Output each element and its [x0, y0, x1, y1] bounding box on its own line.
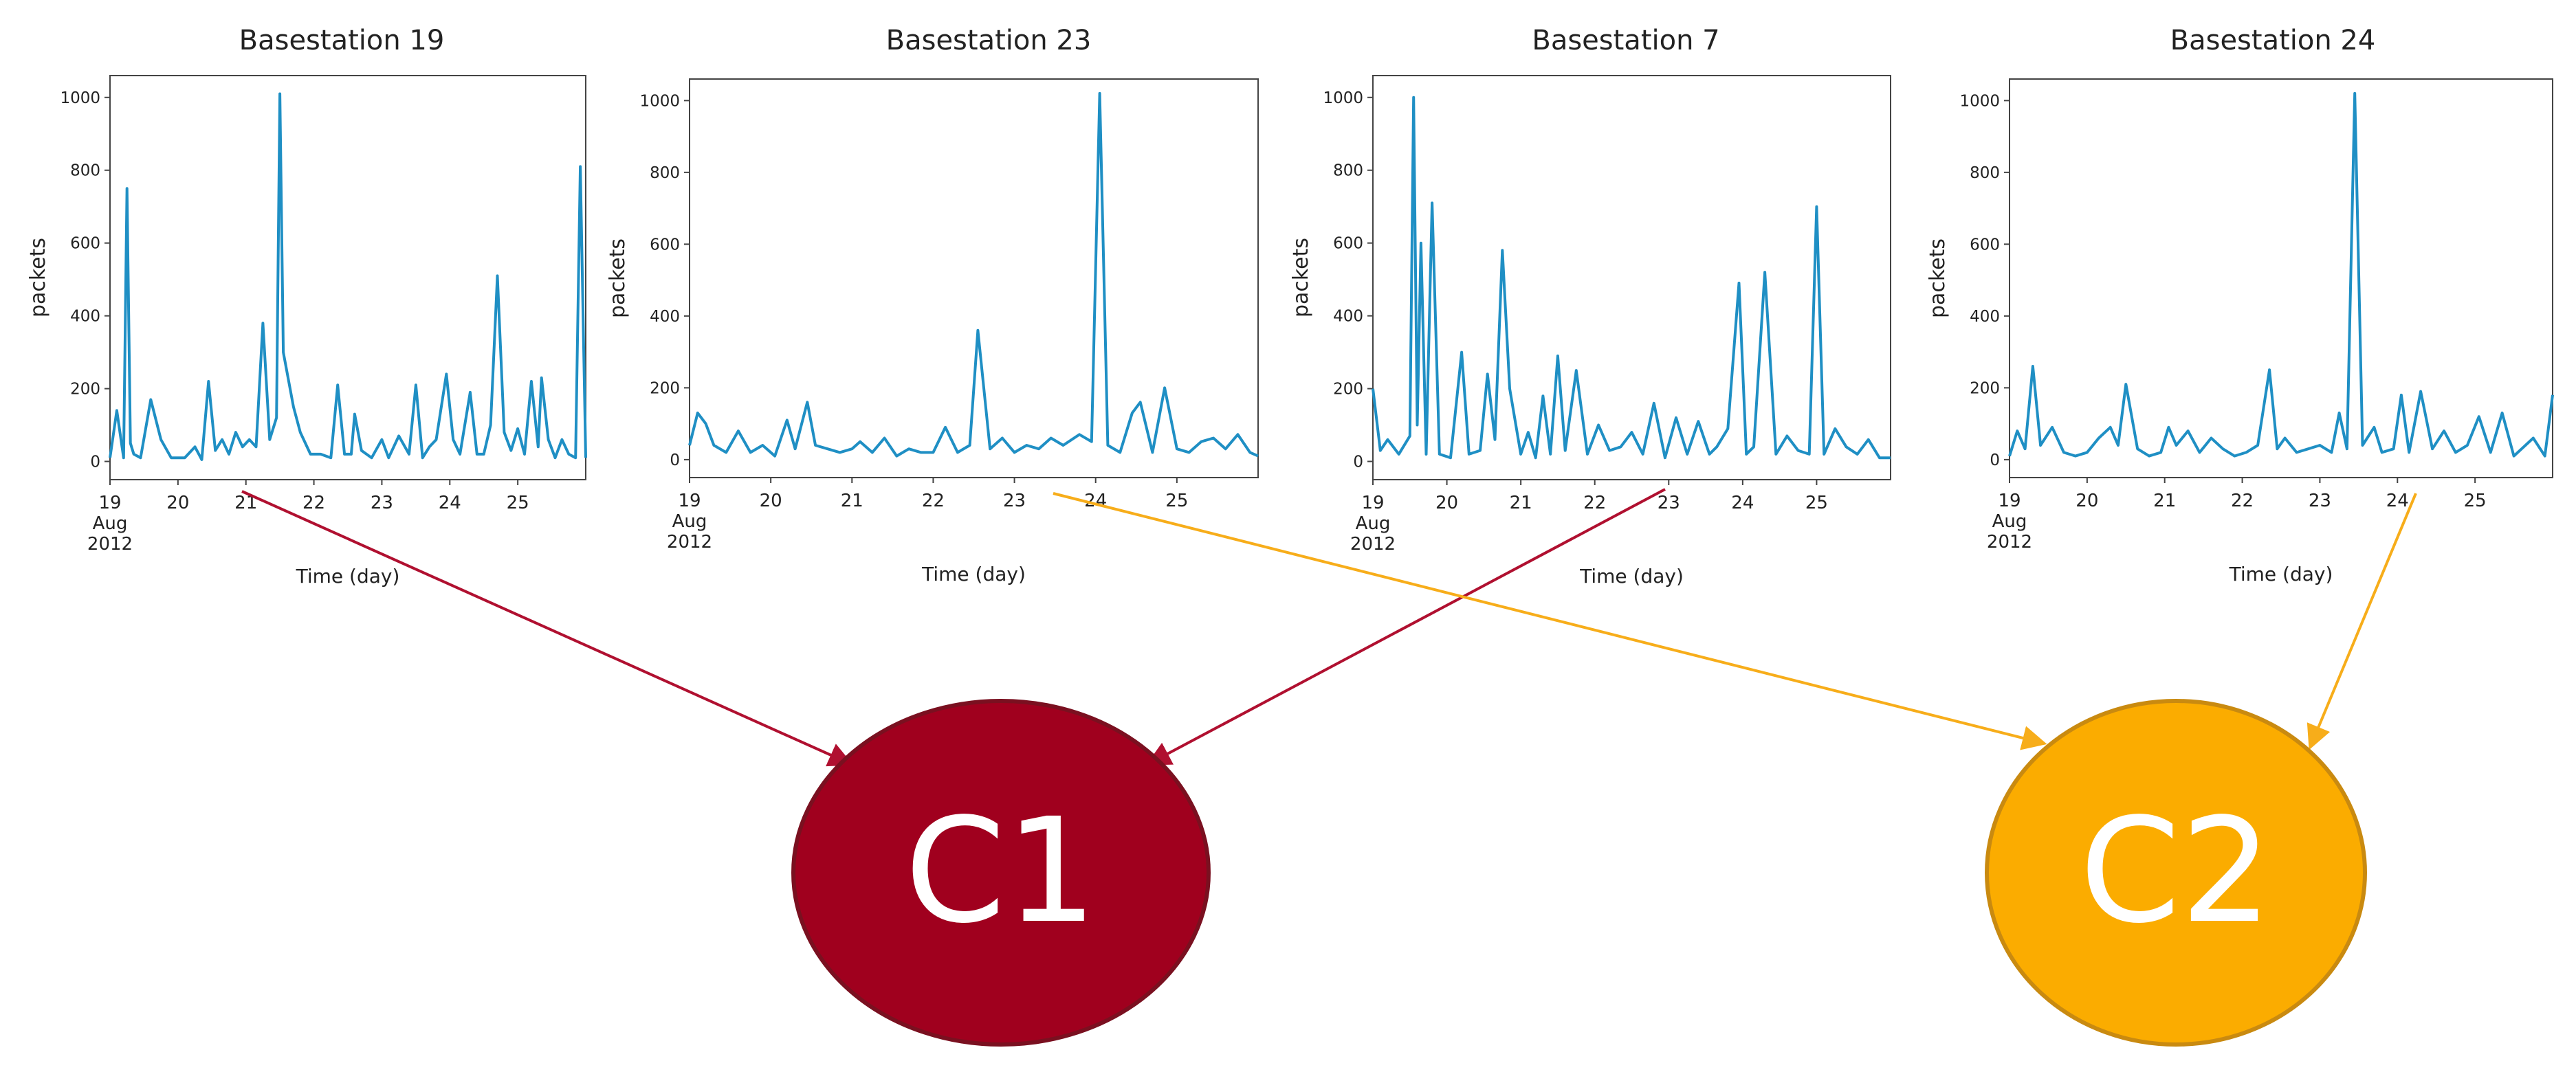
- y-tick-label: 1000: [1959, 92, 2000, 110]
- x-axis-label: Time (day): [1579, 565, 1684, 588]
- arrow-basestation-24-to-c2: [2307, 493, 2417, 750]
- x-tick-sublabel: Aug: [672, 511, 707, 532]
- y-tick-label: 600: [70, 235, 100, 253]
- x-tick-label: 20: [2076, 491, 2098, 511]
- y-tick-label: 0: [670, 451, 680, 469]
- y-tick-label: 1000: [60, 89, 100, 107]
- series-line: [1372, 96, 1891, 460]
- chart-panel: Basestation 23 0 200 400 600 800 1000 19Aug2012…: [606, 25, 1259, 585]
- y-tick-label: 800: [650, 164, 680, 182]
- chart-title: Basestation 7: [1532, 25, 1719, 56]
- x-tick-sublabel: 2012: [1350, 534, 1396, 555]
- y-tick-label: 200: [1970, 379, 2000, 397]
- y-tick-label: 1000: [639, 92, 680, 110]
- cluster-c2: C2: [1985, 699, 2367, 1047]
- y-tick-label: 400: [1333, 308, 1363, 326]
- x-tick-label: 19: [678, 491, 701, 511]
- x-tick-label: 21: [1510, 493, 1532, 513]
- x-tick-sublabel: 2012: [667, 532, 712, 552]
- arrow-basestation-19-to-c1: [241, 490, 854, 767]
- x-tick-label: 22: [302, 493, 325, 513]
- y-tick-label: 400: [650, 308, 680, 326]
- x-tick-label: 19: [1998, 491, 2021, 511]
- y-axis-label: packets: [26, 238, 50, 317]
- chart-title: Basestation 23: [886, 25, 1092, 56]
- plot-frame: [689, 78, 1259, 478]
- cluster-c1-label: C1: [905, 787, 1097, 955]
- x-tick-sublabel: Aug: [1356, 513, 1391, 534]
- x-axis-label: Time (day): [2229, 563, 2333, 585]
- cluster-c1: C1: [791, 699, 1211, 1047]
- x-tick-label: 25: [2464, 491, 2487, 511]
- arrow-basestation-7-to-c1: [1145, 488, 1666, 766]
- x-tick-label: 21: [2153, 491, 2176, 511]
- cluster-c1-ellipse: [791, 699, 1211, 1047]
- y-tick-label: 200: [1333, 381, 1363, 399]
- x-tick-label: 19: [98, 493, 121, 513]
- assignment-arrows: [241, 488, 2417, 767]
- chart-panel: Basestation 24 0 200 400 600 800 1000 19Aug2012…: [1926, 25, 2554, 585]
- x-tick-label: 20: [760, 491, 782, 511]
- x-axis-label: Time (day): [296, 565, 400, 588]
- x-tick-label: 24: [2386, 491, 2409, 511]
- y-tick-label: 600: [1970, 236, 2000, 254]
- plot-frame: [2009, 78, 2553, 478]
- cluster-c2-label: C2: [2080, 787, 2272, 955]
- x-tick-sublabel: 2012: [1987, 532, 2032, 552]
- x-tick-label: 24: [439, 493, 461, 513]
- y-tick-label: 400: [70, 308, 100, 326]
- x-tick-label: 19: [1361, 493, 1384, 513]
- y-tick-label: 800: [1970, 164, 2000, 182]
- x-tick-sublabel: 2012: [87, 534, 133, 555]
- y-axis-label: packets: [1289, 238, 1313, 317]
- cluster-c2-ellipse: [1985, 699, 2367, 1047]
- x-tick-label: 22: [2231, 491, 2254, 511]
- x-tick-label: 23: [1658, 493, 1680, 513]
- y-tick-label: 200: [650, 379, 680, 397]
- y-tick-label: 400: [1970, 308, 2000, 326]
- chart-panel: Basestation 19 0 200 400 600 800 1000 19Aug2012…: [26, 25, 587, 588]
- series-line: [688, 91, 1259, 458]
- y-tick-label: 600: [650, 236, 680, 254]
- y-tick-label: 200: [70, 381, 100, 399]
- y-tick-label: 800: [70, 162, 100, 180]
- chart-title: Basestation 24: [2170, 25, 2376, 56]
- plot-frame: [1372, 75, 1891, 480]
- series-line: [109, 92, 587, 461]
- y-tick-label: 0: [1990, 451, 2000, 469]
- x-tick-label: 25: [1165, 491, 1188, 511]
- chart-title: Basestation 19: [239, 25, 445, 56]
- y-tick-label: 0: [1353, 454, 1363, 471]
- x-axis-label: Time (day): [921, 563, 1026, 585]
- x-tick-label: 20: [166, 493, 189, 513]
- x-tick-label: 25: [1805, 493, 1828, 513]
- x-tick-label: 23: [371, 493, 393, 513]
- series-line: [2008, 91, 2554, 458]
- y-axis-label: packets: [1926, 238, 1950, 318]
- x-tick-label: 22: [1583, 493, 1606, 513]
- y-tick-label: 0: [90, 454, 100, 471]
- x-tick-label: 23: [1003, 491, 1026, 511]
- y-tick-label: 800: [1333, 162, 1363, 180]
- x-tick-sublabel: Aug: [1992, 511, 2027, 532]
- arrow-basestation-23-to-c2: [1053, 492, 2047, 750]
- plot-frame: [109, 75, 586, 480]
- x-tick-sublabel: Aug: [93, 513, 128, 534]
- y-tick-label: 1000: [1323, 89, 1363, 107]
- x-tick-label: 24: [1731, 493, 1754, 513]
- y-axis-label: packets: [606, 238, 630, 318]
- x-tick-label: 20: [1435, 493, 1458, 513]
- x-tick-label: 21: [841, 491, 863, 511]
- y-tick-label: 600: [1333, 235, 1363, 253]
- x-tick-label: 23: [2309, 491, 2331, 511]
- x-tick-label: 25: [507, 493, 529, 513]
- x-tick-label: 22: [922, 491, 945, 511]
